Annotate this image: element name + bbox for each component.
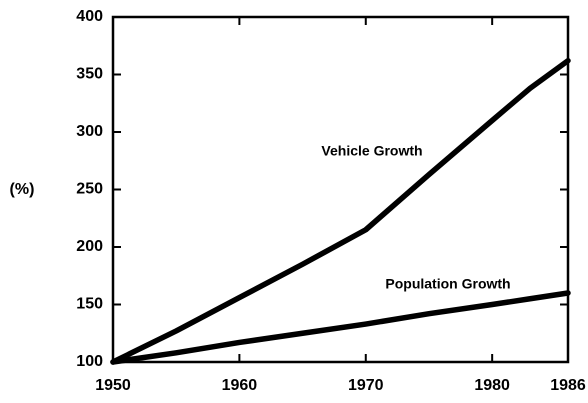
x-tick-label: 1960 bbox=[222, 377, 258, 394]
line-series bbox=[110, 290, 571, 365]
y-tick-label: 350 bbox=[76, 66, 103, 83]
y-tick-label: 250 bbox=[76, 181, 103, 198]
series-label: Population Growth bbox=[385, 276, 510, 292]
y-tick-label: 200 bbox=[76, 238, 103, 255]
y-tick-label: 300 bbox=[76, 123, 103, 140]
x-tick-label: 1950 bbox=[95, 377, 131, 394]
x-tick-label: 1986 bbox=[550, 377, 586, 394]
y-tick-label: 100 bbox=[76, 353, 103, 370]
y-tick-label: 150 bbox=[76, 296, 103, 313]
y-tick-label: 400 bbox=[76, 8, 103, 25]
y-axis-label: (%) bbox=[10, 181, 35, 198]
line-series bbox=[110, 57, 571, 365]
x-tick-label: 1980 bbox=[474, 377, 510, 394]
plot-frame bbox=[111, 15, 570, 364]
series-label: Vehicle Growth bbox=[321, 143, 422, 159]
x-tick-label: 1970 bbox=[348, 377, 384, 394]
